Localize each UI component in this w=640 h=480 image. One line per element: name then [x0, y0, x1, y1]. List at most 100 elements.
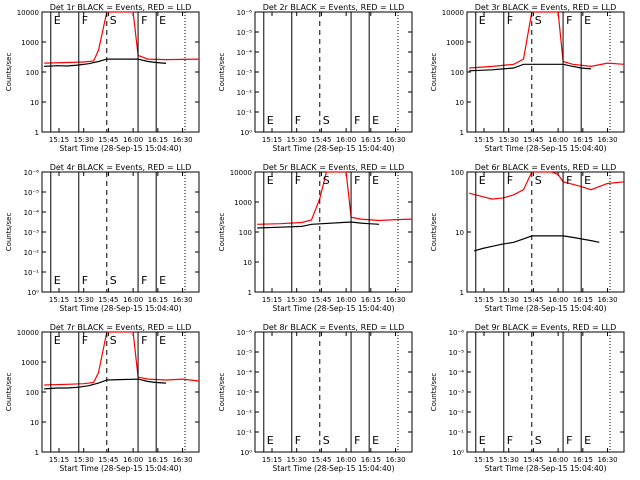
marker-label: F: [507, 14, 513, 27]
y-tick-label: 10⁻²: [237, 89, 253, 97]
series-line-events: [473, 235, 600, 252]
marker-label: F: [82, 334, 88, 347]
x-tick-label: 15:45: [98, 456, 118, 464]
y-tick-label: 1: [460, 129, 464, 137]
panel-title: Det 2r BLACK = Events, RED = LLD: [263, 3, 405, 12]
chart-panel-2: Det 2r BLACK = Events, RED = LLD 10⁰ 10⁻¹ 1…: [218, 3, 413, 153]
marker-label: E: [159, 334, 166, 347]
y-tick-label: 10⁰: [27, 289, 39, 297]
y-tick-label: 10⁻¹: [24, 269, 40, 277]
chart-panel-4: Det 4r BLACK = Events, RED = LLD 10⁰ 10⁻¹ 1…: [5, 163, 200, 313]
chart-panel-8: Det 8r BLACK = Events, RED = LLD 10⁰ 10⁻¹ 1…: [218, 323, 413, 473]
y-tick-label: 1: [248, 289, 252, 297]
x-axis-label: Start Time (28-Sep-15 15:04:40): [273, 464, 395, 473]
marker-label: E: [54, 14, 61, 27]
y-tick-label: 10⁻⁶: [24, 169, 40, 177]
series-line-events: [44, 378, 167, 390]
marker-label: F: [295, 174, 301, 187]
y-tick-label: 1000: [446, 39, 464, 47]
x-tick-label: 15:45: [523, 296, 543, 304]
marker-label: F: [507, 174, 513, 187]
panel-title: Det 4r BLACK = Events, RED = LLD: [50, 163, 192, 172]
marker-label: E: [479, 434, 486, 447]
x-tick-label: 15:45: [523, 456, 543, 464]
x-axis-label: Start Time (28-Sep-15 15:04:40): [60, 304, 182, 313]
marker-label: S: [535, 434, 542, 447]
x-tick-label: 16:15: [361, 296, 381, 304]
y-tick-label: 10⁻¹: [449, 429, 465, 437]
x-tick-label: 16:30: [172, 136, 192, 144]
plot-frame: [41, 171, 200, 293]
x-tick-label: 15:30: [499, 136, 519, 144]
marker-label: E: [159, 14, 166, 27]
panel-title: Det 9r BLACK = Events, RED = LLD: [475, 323, 617, 332]
chart-panel-9: Det 9r BLACK = Events, RED = LLD 10⁰ 10⁻¹ 1…: [430, 323, 625, 473]
marker-label: E: [479, 174, 486, 187]
x-tick-label: 15:45: [311, 296, 331, 304]
x-tick-label: 16:30: [172, 296, 192, 304]
plot-frame: [466, 331, 625, 453]
y-tick-label: 10⁻⁶: [237, 329, 253, 337]
x-tick-label: 15:15: [262, 456, 282, 464]
y-tick-label: 1: [35, 449, 39, 457]
marker-label: F: [566, 14, 572, 27]
x-tick-label: 16:15: [573, 456, 593, 464]
chart-panel-7: Det 7r BLACK = Events, RED = LLD 1 10 100 10…: [5, 323, 200, 473]
marker-label: S: [323, 114, 330, 127]
marker-label: F: [295, 434, 301, 447]
x-tick-label: 16:30: [597, 296, 617, 304]
y-tick-label: 10⁰: [240, 129, 252, 137]
x-tick-label: 16:30: [172, 456, 192, 464]
y-axis-label: Counts/sec: [5, 213, 13, 252]
x-tick-label: 16:30: [597, 456, 617, 464]
marker-label: F: [566, 174, 572, 187]
x-tick-label: 16:00: [548, 456, 568, 464]
x-tick-label: 15:45: [311, 136, 331, 144]
marker-label: S: [323, 434, 330, 447]
plot-frame: [254, 171, 413, 293]
y-tick-label: 1000: [21, 39, 39, 47]
chart-panel-3: Det 3r BLACK = Events, RED = LLD 1 10 100 10…: [430, 3, 625, 153]
marker-label: S: [535, 174, 542, 187]
x-tick-label: 15:30: [74, 456, 94, 464]
x-tick-label: 16:15: [148, 456, 168, 464]
y-tick-label: 10⁻³: [449, 389, 465, 397]
marker-label: F: [82, 274, 88, 287]
x-tick-label: 16:30: [597, 136, 617, 144]
marker-label: E: [267, 434, 274, 447]
y-tick-label: 10⁻⁶: [449, 329, 465, 337]
y-axis-label: Counts/sec: [430, 53, 438, 92]
y-tick-label: 10⁻³: [237, 69, 253, 77]
x-tick-label: 15:30: [287, 136, 307, 144]
y-tick-label: 10⁻²: [237, 409, 253, 417]
x-tick-label: 15:30: [499, 296, 519, 304]
x-tick-label: 15:45: [311, 456, 331, 464]
x-axis-label: Start Time (28-Sep-15 15:04:40): [273, 144, 395, 153]
chart-panel-5: Det 5r BLACK = Events, RED = LLD 1 10 100 10…: [218, 163, 413, 313]
marker-label: E: [267, 174, 274, 187]
series-line-events: [469, 63, 592, 72]
x-tick-label: 16:00: [548, 136, 568, 144]
marker-label: F: [354, 434, 360, 447]
marker-label: S: [110, 334, 117, 347]
y-tick-label: 100: [26, 69, 39, 77]
marker-label: S: [535, 14, 542, 27]
marker-label: S: [110, 274, 117, 287]
x-tick-label: 16:30: [385, 136, 405, 144]
x-axis-label: Start Time (28-Sep-15 15:04:40): [485, 144, 607, 153]
y-axis-label: Counts/sec: [218, 53, 226, 92]
x-tick-label: 16:00: [336, 456, 356, 464]
y-tick-label: 10⁰: [240, 449, 252, 457]
marker-label: E: [584, 434, 591, 447]
x-tick-label: 15:30: [74, 136, 94, 144]
y-tick-label: 10⁻⁴: [237, 49, 253, 57]
y-tick-label: 100: [451, 69, 464, 77]
marker-label: E: [54, 334, 61, 347]
y-tick-label: 10⁻³: [24, 229, 40, 237]
plot-frame: [41, 331, 200, 453]
x-tick-label: 16:30: [385, 456, 405, 464]
x-tick-label: 16:15: [361, 136, 381, 144]
marker-label: E: [584, 14, 591, 27]
y-tick-label: 10: [455, 229, 464, 237]
y-tick-label: 1: [35, 129, 39, 137]
